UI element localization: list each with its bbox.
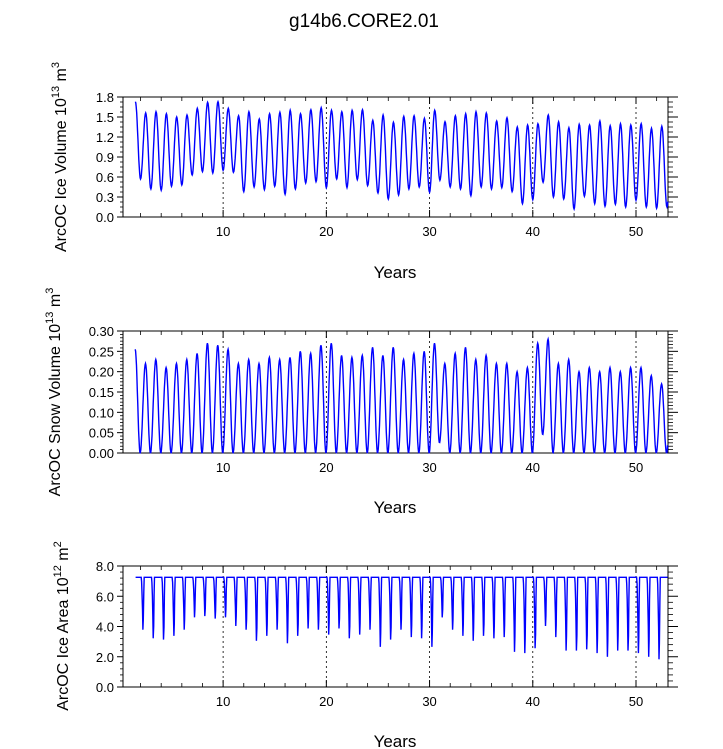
y-tick-label: 0.05 <box>89 426 114 441</box>
y-tick-label: 0.6 <box>96 170 114 185</box>
y-tick-labels: 0.00 0.05 0.10 0.15 0.20 0.25 0.30 <box>89 324 114 461</box>
series-line-snow-volume <box>134 336 669 454</box>
y-tick-label: 0.25 <box>89 344 114 359</box>
y-tick-label: 2.0 <box>96 650 114 665</box>
ice-volume-plot: 0.0 0.3 0.6 0.9 1.2 1.5 1.8 10 20 30 40 50 Years A… <box>50 62 678 282</box>
y-tick-label: 0.30 <box>89 324 114 339</box>
y-tick-label: 6.0 <box>96 589 114 604</box>
x-tick-labels: 10 20 30 40 50 <box>216 224 643 239</box>
y-tick-label: 0.0 <box>96 210 114 225</box>
series-line-ice-area <box>135 576 668 660</box>
x-tick-label: 20 <box>319 224 333 239</box>
y-tick-label: 0.10 <box>89 405 114 420</box>
grid-lines <box>222 566 637 687</box>
x-tick-labels: 10 20 30 40 50 <box>216 460 643 475</box>
x-tick-label: 30 <box>422 694 436 709</box>
y-tick-label: 0.15 <box>89 385 114 400</box>
y-tick-label: 1.5 <box>96 110 114 125</box>
x-tick-label: 50 <box>629 694 643 709</box>
tick-marks <box>117 96 678 218</box>
x-tick-label: 40 <box>526 460 540 475</box>
y-tick-label: 0.9 <box>96 150 114 165</box>
chart-title: g14b6.CORE2.01 <box>289 11 439 32</box>
x-tick-label: 10 <box>216 460 230 475</box>
x-axis-label: Years <box>374 732 417 749</box>
x-tick-label: 10 <box>216 224 230 239</box>
y-tick-label: 0.00 <box>89 446 114 461</box>
snow-volume-plot: 0.000.050.100.150.200.250.30 10 20 30 40 50 … <box>44 288 678 517</box>
x-axis-label: Years <box>374 498 417 517</box>
x-tick-label: 20 <box>319 694 333 709</box>
y-tick-label: 0.3 <box>96 190 114 205</box>
y-axis-label: ArcOC Ice Volume 1013 m3 <box>50 62 70 252</box>
tick-marks <box>117 565 678 688</box>
y-tick-label: 1.8 <box>96 90 114 105</box>
x-tick-label: 50 <box>629 460 643 475</box>
y-tick-label: 8.0 <box>96 559 114 574</box>
y-tick-labels: 0.0 0.3 0.6 0.9 1.2 1.5 1.8 <box>96 90 114 225</box>
grid-lines <box>222 97 637 217</box>
y-tick-labels: 0.0 2.0 4.0 6.0 8.0 <box>96 559 114 695</box>
x-tick-label: 20 <box>319 460 333 475</box>
y-axis-label: ArcOC Snow Volume 1013 m3 <box>44 288 64 497</box>
y-tick-label: 1.2 <box>96 130 114 145</box>
x-tick-label: 50 <box>629 224 643 239</box>
y-tick-label: 0.20 <box>89 365 114 380</box>
x-tick-label: 40 <box>526 224 540 239</box>
y-tick-label: 4.0 <box>96 620 114 635</box>
x-tick-label: 30 <box>422 460 436 475</box>
ice-area-plot: 0.0 2.0 4.0 6.0 8.0 10 20 30 40 50 Years ArcOC I… <box>52 541 678 749</box>
x-tick-labels: 10 20 30 40 50 <box>216 694 643 709</box>
y-axis-label: ArcOC Ice Area 1012 m2 <box>52 541 72 711</box>
series-line-ice-volume <box>134 99 669 212</box>
x-tick-label: 30 <box>422 224 436 239</box>
x-axis-label: Years <box>374 263 417 282</box>
y-tick-label: 0.0 <box>96 680 114 695</box>
x-tick-label: 10 <box>216 694 230 709</box>
grid-lines <box>222 331 637 453</box>
x-tick-label: 40 <box>526 694 540 709</box>
